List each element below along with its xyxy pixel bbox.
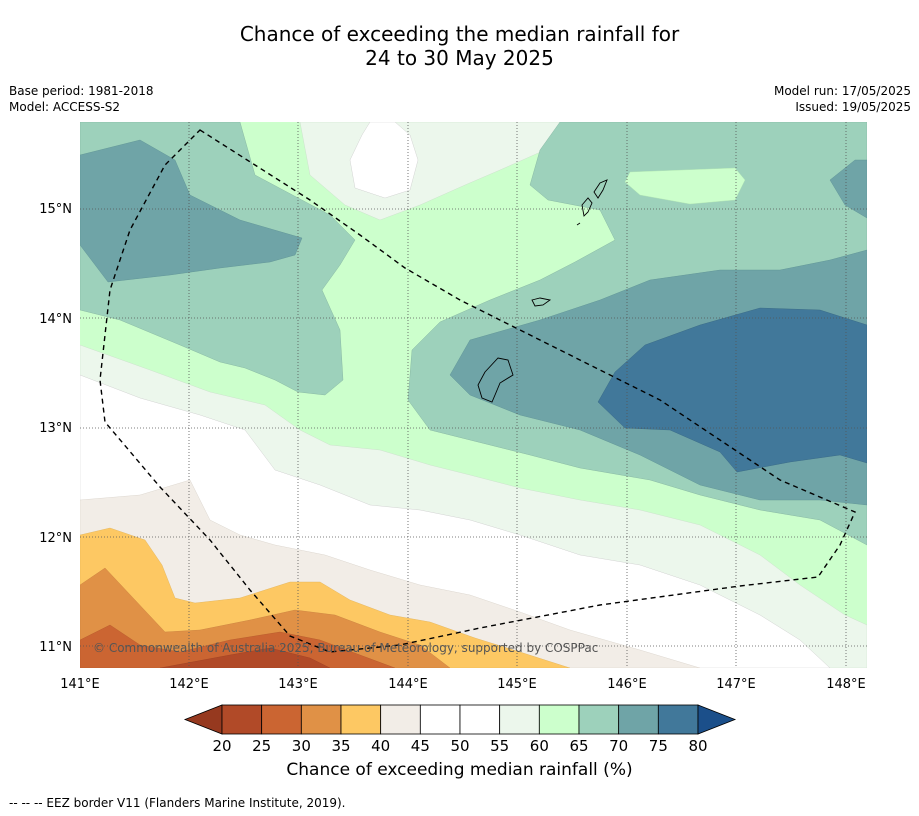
longitude-labels: 141°E 142°E 143°E 144°E 145°E 146°E 147°… (60, 677, 866, 692)
lon-label: 147°E (716, 677, 756, 692)
meta-left: Base period: 1981-2018 Model: ACCESS-S2 (9, 83, 154, 115)
colorbar-ticks: 20 25 30 35 40 45 50 55 60 65 70 75 80 (212, 737, 707, 755)
colorbar-title: Chance of exceeding median rainfall (%) (286, 760, 633, 780)
colorbar-tick-label: 20 (212, 737, 231, 755)
contour-25-30 (80, 624, 396, 668)
lat-label: 13°N (39, 421, 72, 436)
gridlines (80, 122, 867, 668)
model-name: Model: ACCESS-S2 (9, 100, 121, 114)
map-title: Chance of exceeding the median rainfall … (0, 22, 919, 70)
colorbar-cell (300, 704, 342, 735)
colorbar-cell (499, 704, 540, 735)
lat-label: 14°N (39, 312, 72, 327)
colorbar-tick-label: 55 (490, 737, 509, 755)
colorbar-tick-label: 30 (292, 737, 311, 755)
lat-label: 12°N (39, 531, 72, 546)
colorbar-tick-label: 40 (371, 737, 390, 755)
colorbar-cell (657, 704, 699, 735)
colorbar-tick-label: 80 (688, 737, 707, 755)
eez-border (99, 129, 856, 653)
colorbar-cell (340, 704, 382, 735)
title-line-1: Chance of exceeding the median rainfall … (239, 22, 680, 46)
colorbar-cells (221, 704, 699, 735)
colorbar-cell (578, 704, 620, 735)
meta-right: Model run: 17/05/2025 Issued: 19/05/2025 (774, 83, 911, 115)
colorbar-tick-label: 25 (252, 737, 271, 755)
contour-75-80 (597, 307, 867, 473)
model-run: Model run: 17/05/2025 (773, 84, 911, 98)
colorbar-tick-label: 45 (411, 737, 430, 755)
colorbar-cell (419, 704, 461, 735)
latitude-labels: 15°N 14°N 13°N 12°N 11°N (39, 202, 72, 655)
colorbar-over-arrow (697, 704, 737, 735)
colorbar: 20 25 30 35 40 45 50 55 60 65 70 75 80 (183, 704, 737, 755)
lat-label: 15°N (39, 202, 72, 217)
title-line-2: 24 to 30 May 2025 (365, 46, 554, 70)
colorbar-tick-label: 75 (649, 737, 668, 755)
lon-label: 141°E (60, 677, 100, 692)
rainfall-contours (80, 122, 867, 668)
aguijan-island (576, 222, 581, 226)
colorbar-tick-label: 65 (569, 737, 588, 755)
lat-label: 11°N (39, 640, 72, 655)
contour-50-55-north (349, 122, 419, 199)
saipan-island (593, 179, 608, 199)
lon-label: 146°E (607, 677, 647, 692)
contour-60-65-ne-patch (624, 167, 746, 205)
contour-70-75-ne-edge (829, 159, 867, 219)
rota-island (531, 297, 552, 307)
colorbar-tick-label: 50 (450, 737, 469, 755)
contour-70-75-west (80, 139, 303, 283)
colorbar-cell (538, 704, 580, 735)
lon-label: 144°E (388, 677, 428, 692)
colorbar-tick-label: 70 (609, 737, 628, 755)
tinian-island (581, 197, 593, 217)
lon-label: 143°E (278, 677, 318, 692)
base-period: Base period: 1981-2018 (9, 84, 154, 98)
colorbar-cell (380, 704, 421, 735)
contour-20-25 (159, 647, 331, 668)
copyright-notice: © Commonwealth of Australia 2025, Bureau… (93, 641, 599, 655)
colorbar-tick-label: 60 (530, 737, 549, 755)
colorbar-tick-label: 35 (331, 737, 350, 755)
lon-label: 145°E (497, 677, 537, 692)
eez-footnote: -- -- -- EEZ border V11 (Flanders Marine… (9, 796, 346, 810)
issued-date: Issued: 19/05/2025 (795, 100, 911, 114)
contour-30-35 (80, 567, 451, 668)
colorbar-cell (618, 704, 659, 735)
colorbar-cell (221, 704, 263, 735)
guam-island (477, 357, 514, 403)
colorbar-cell (459, 704, 501, 735)
colorbar-under-arrow (183, 704, 223, 735)
lon-label: 148°E (826, 677, 866, 692)
colorbar-cell (261, 704, 302, 735)
lon-label: 142°E (169, 677, 209, 692)
